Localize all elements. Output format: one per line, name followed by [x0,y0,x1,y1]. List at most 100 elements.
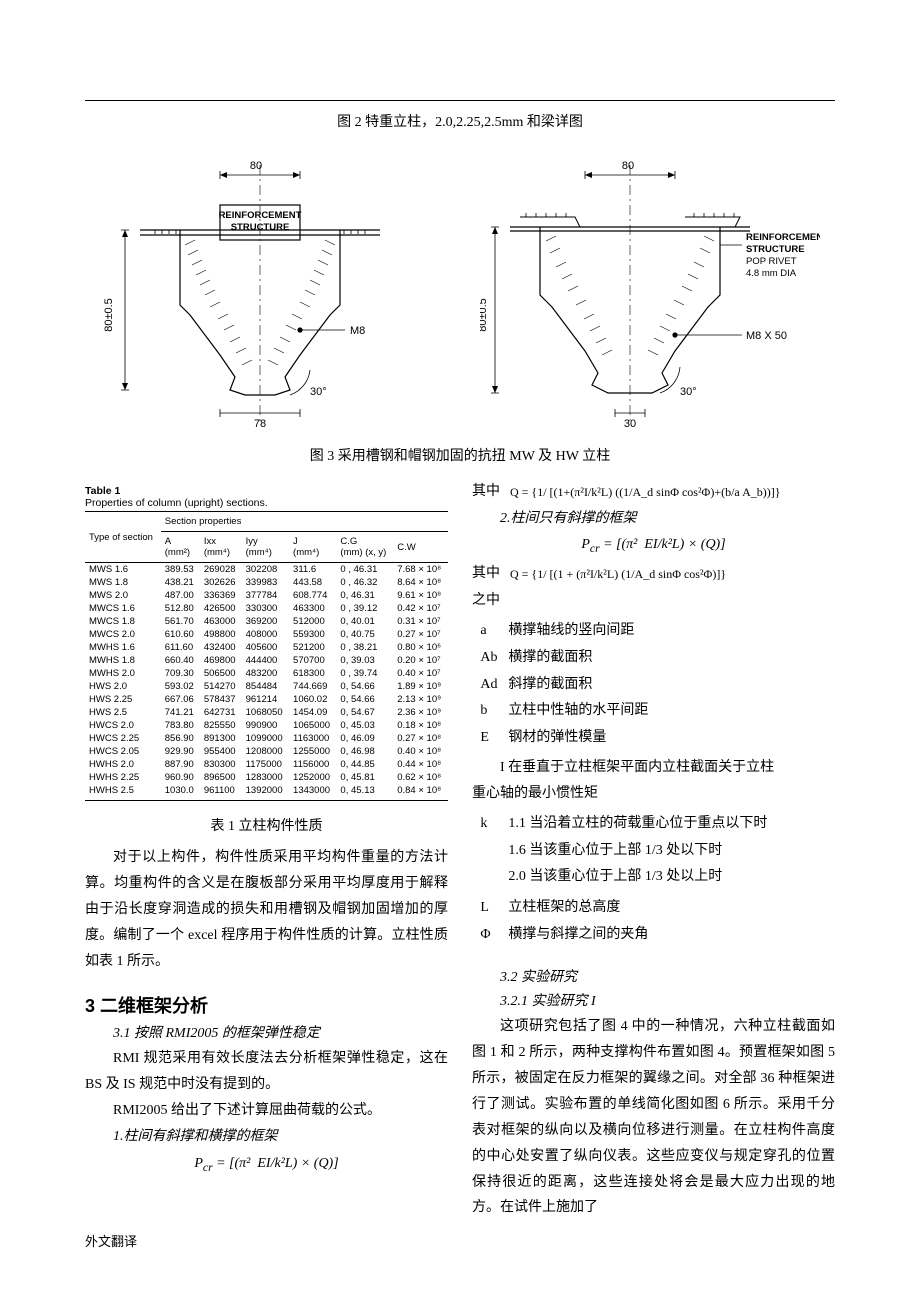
svg-text:4.8 mm DIA: 4.8 mm DIA [746,268,797,279]
table-cell: 0, 46.31 [336,589,393,602]
top-rule [85,100,835,101]
table-cell: 0, 46.09 [336,732,393,745]
table-cell: 960.90 [161,771,200,784]
table-cell: 1454.09 [289,706,336,719]
table-col-header: Ixx(mm⁴) [200,532,242,563]
table-cell: 336369 [200,589,242,602]
table-row: MWS 2.0487.00336369377784608.7740, 46.31… [85,589,448,602]
table-cell: 990900 [242,719,289,732]
table-cell: HWCS 2.0 [85,719,161,732]
table-cell: 7.68 × 10⁸ [393,563,448,577]
table-cell: 405600 [242,641,289,654]
table-cell: HWCS 2.25 [85,732,161,745]
svg-text:STRUCTURE: STRUCTURE [231,222,290,233]
table-cell: 1060.02 [289,693,336,706]
def-row: 2.0 当该重心位于上部 1/3 处以上时 [472,864,835,891]
svg-text:STRUCTURE: STRUCTURE [746,244,805,255]
table-cell: 610.60 [161,628,200,641]
table-cell: 830300 [200,758,242,771]
table-cell: 469800 [200,654,242,667]
left-para1: 对于以上构件，构件性质采用平均构件重量的方法计算。均重构件的含义是在腹板部分采用… [85,845,448,974]
table-cell: 0 , 46.32 [336,576,393,589]
table-cell: 0, 45.13 [336,784,393,801]
table-cell: 506500 [200,667,242,680]
table-cell: 660.40 [161,654,200,667]
table-cell: 0.44 × 10⁸ [393,758,448,771]
right-column: 其中 Q = {1/ [(1+(π²I/k²L) ((1/A_d sinΦ co… [472,479,835,1221]
table-cell: 443.58 [289,576,336,589]
table-cell: 487.00 [161,589,200,602]
table-cell: 709.30 [161,667,200,680]
def-row: a横撑轴线的竖向间距 [472,618,835,645]
defs-block-1: a横撑轴线的竖向间距Ab横撑的截面积Ad斜撑的截面积b立柱中性轴的水平间距E钢材… [472,618,835,751]
footer-text: 外文翻译 [85,1221,835,1280]
table-row: MWS 1.8438.21302626339983443.580 , 46.32… [85,576,448,589]
table-cell: 1208000 [242,745,289,758]
table-cell: HWCS 2.05 [85,745,161,758]
table-row: HWS 2.0593.02514270854484744.6690, 54.66… [85,680,448,693]
para-31a: RMI 规范采用有效长度法去分析框架弹性稳定，这在 BS 及 IS 规范中时没有… [85,1046,448,1098]
svg-text:REINFORCEMENT: REINFORCEMENT [746,232,820,243]
figure3-left-diagram: 80 80±0.5 REINFORCEMENT STRUCTURE M8 78 … [100,145,420,435]
table-cell: 961100 [200,784,242,801]
table-row: MWHS 1.8660.404698004444005707000, 39.03… [85,654,448,667]
q2-line: 其中 Q = {1/ [(1 + (π²I/k²L) (1/A_d sinΦ c… [472,561,835,588]
table-cell: 0.20 × 10⁷ [393,654,448,667]
table-cell: 389.53 [161,563,200,577]
def-row: L立柱框架的总高度 [472,895,835,922]
table-cell: 578437 [200,693,242,706]
table-row: HWS 2.5741.2164273110680501454.090, 54.6… [85,706,448,719]
section-3-2-heading: 3.2 实验研究 [500,966,835,986]
table-cell: 0, 39.03 [336,654,393,667]
table-cell: 432400 [200,641,242,654]
table-cell: 0.42 × 10⁷ [393,602,448,615]
table-cell: 463000 [200,615,242,628]
table-cell: HWS 2.25 [85,693,161,706]
table-col-header: J(mm⁴) [289,532,336,563]
table-row: HWHS 2.51030.0961100139200013430000, 45.… [85,784,448,801]
table-row: HWCS 2.05929.90955400120800012550000, 46… [85,745,448,758]
table-cell: 2.36 × 10⁹ [393,706,448,719]
table-cell: 1252000 [289,771,336,784]
table-cell: 0, 54.66 [336,693,393,706]
table-cell: 514270 [200,680,242,693]
col-group-props: Section properties [161,512,448,532]
table-cell: 856.90 [161,732,200,745]
table-cell: 512.80 [161,602,200,615]
I-def-line1: I 在垂直于立柱框架平面内立柱截面关于立柱 [472,755,835,781]
table-cell: 339983 [242,576,289,589]
table-row: HWCS 2.0783.8082555099090010650000, 45.0… [85,719,448,732]
table-cell: 561.70 [161,615,200,628]
table-cell: 426500 [200,602,242,615]
table-cell: 0.84 × 10⁸ [393,784,448,801]
table-cell: 1156000 [289,758,336,771]
table-cell: 642731 [200,706,242,719]
table-row: MWS 1.6389.53269028302208311.60 , 46.317… [85,563,448,577]
I-def-line2: 重心轴的最小惯性矩 [472,781,835,807]
table-cell: 0.80 × 10⁶ [393,641,448,654]
table-col-header: Iyy(mm⁴) [242,532,289,563]
svg-text:REINFORCEMENT: REINFORCEMENT [219,210,302,221]
figure3-caption: 图 3 采用槽钢和帽钢加固的抗扭 MW 及 HW 立柱 [85,445,835,465]
zhizhong: 之中 [472,588,835,615]
table-cell: 330300 [242,602,289,615]
table-cell: 463300 [289,602,336,615]
table-cell: 498800 [200,628,242,641]
table-cell: 1255000 [289,745,336,758]
table-cell: MWHS 2.0 [85,667,161,680]
table-cell: 1283000 [242,771,289,784]
table-row: MWHS 2.0709.305065004832006183000 , 39.7… [85,667,448,680]
def-row: b立柱中性轴的水平间距 [472,698,835,725]
svg-text:M8: M8 [350,325,365,337]
table-cell: 369200 [242,615,289,628]
q1-line: 其中 Q = {1/ [(1+(π²I/k²L) ((1/A_d sinΦ co… [472,479,835,506]
table-cell: 438.21 [161,576,200,589]
table-cell: 896500 [200,771,242,784]
def-row: k1.1 当沿着立柱的荷载重心位于重点以下时 [472,811,835,838]
table-row: HWHS 2.0887.90830300117500011560000, 44.… [85,758,448,771]
table-cell: 311.6 [289,563,336,577]
table-cell: HWHS 2.25 [85,771,161,784]
formula-2: Pcr = [(π² EI/k²L) × (Q)] [472,537,835,555]
svg-text:M8 X 50: M8 X 50 [746,330,787,342]
para-31b: RMI2005 给出了下述计算屈曲荷载的公式。 [85,1098,448,1124]
